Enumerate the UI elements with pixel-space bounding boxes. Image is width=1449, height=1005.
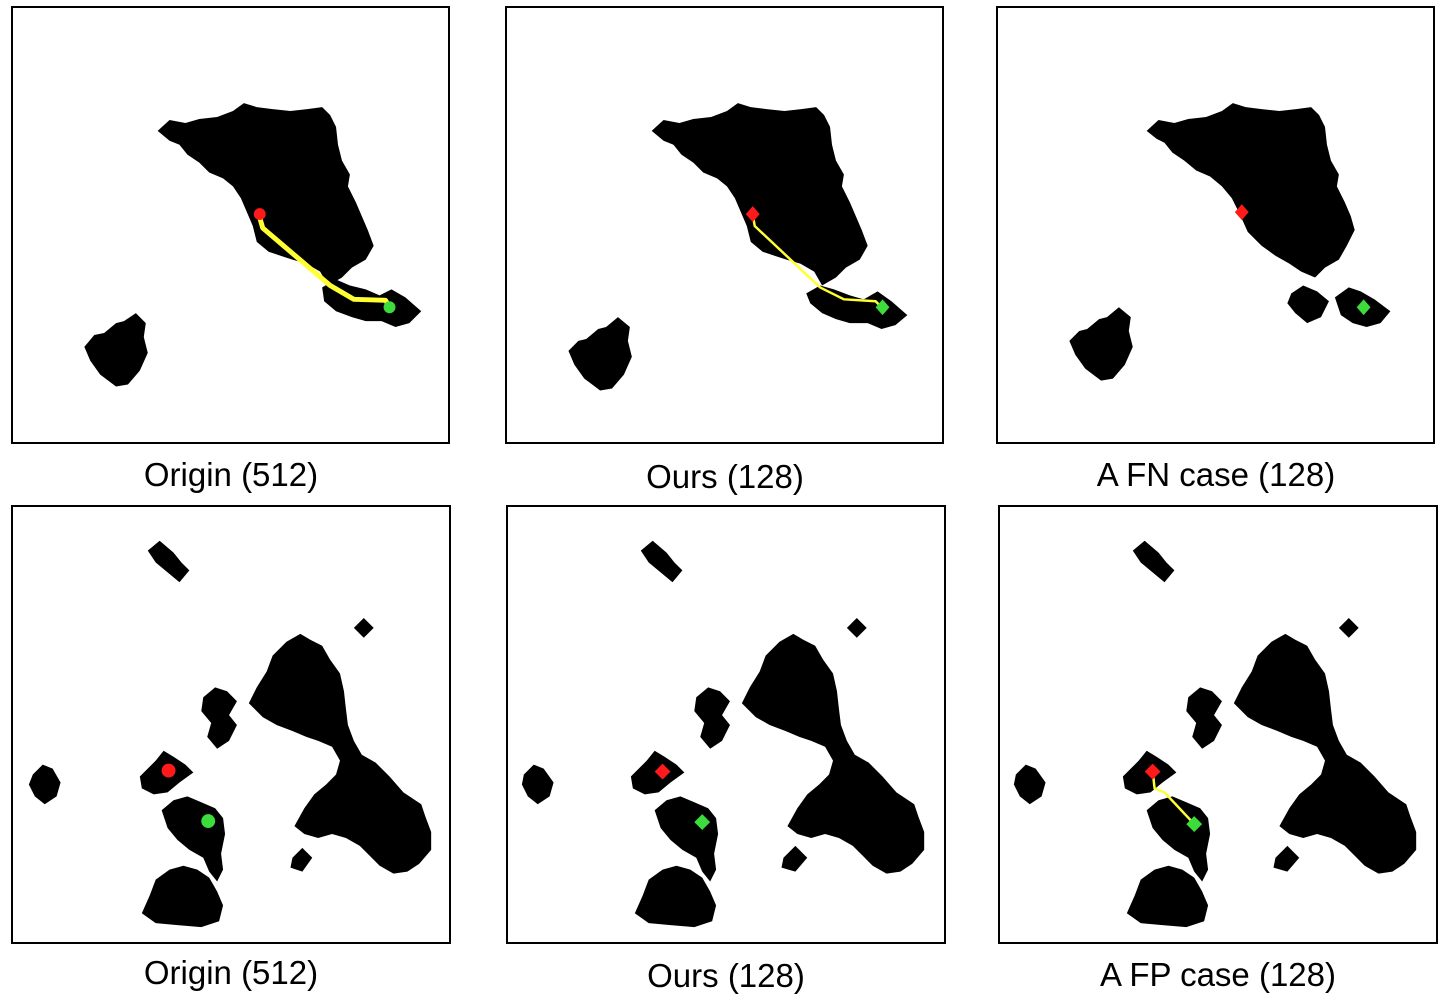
- goal-point: [1186, 816, 1203, 833]
- goal-point: [201, 814, 216, 829]
- obstacle-large-right: [248, 633, 432, 874]
- obstacle-left-edge: [521, 764, 554, 805]
- obstacle-top: [147, 540, 190, 583]
- obstacle-diamond-top-right: [353, 617, 374, 638]
- start-point: [253, 208, 266, 221]
- obstacle-cluster-left-upper: [694, 687, 730, 749]
- panel-fn-case-128: [996, 6, 1435, 444]
- obstacle-diamond-bottom: [781, 845, 808, 872]
- obstacle-small: [322, 279, 422, 328]
- obstacle-left-edge: [1013, 764, 1046, 805]
- caption-fp-case-128: A FP case (128): [1099, 956, 1336, 993]
- obstacle-left: [84, 313, 148, 387]
- map-view: [568, 103, 908, 391]
- panel-origin-512-top: [11, 6, 450, 444]
- panel-ours-128-top: [505, 6, 944, 444]
- obstacle-bottom: [141, 865, 224, 928]
- obstacle-cluster-left-upper: [1186, 687, 1222, 749]
- caption-origin-512-bottom: Origin (512): [143, 954, 319, 991]
- obstacle-cluster-left-upper: [201, 687, 237, 749]
- obstacle-left-edge: [28, 764, 61, 805]
- obstacle-diamond-bottom: [1273, 845, 1300, 872]
- panel-fp-case-128: [998, 505, 1438, 944]
- obstacle-top: [1132, 540, 1175, 583]
- panel-origin-512-bottom: [11, 505, 451, 944]
- planned-path: [256, 213, 392, 309]
- obstacle-left: [1069, 307, 1133, 381]
- map-view: [28, 540, 432, 928]
- obstacle-diamond-bottom: [290, 847, 313, 872]
- panel-ours-128-bottom: [506, 505, 946, 944]
- caption-fn-case-128: A FN case (128): [1096, 456, 1336, 493]
- obstacle-large: [157, 103, 374, 286]
- obstacle-left: [568, 317, 632, 391]
- obstacle-large-right: [741, 633, 925, 874]
- planned-path: [751, 213, 883, 309]
- map-view: [1013, 540, 1417, 928]
- map-view: [1069, 103, 1391, 381]
- obstacle-diamond-top-right: [1338, 617, 1359, 638]
- goal-point: [694, 814, 711, 831]
- caption-ours-128-bottom: Ours (128): [647, 957, 805, 994]
- obstacle-bottom: [1126, 865, 1209, 928]
- obstacle-large-right: [1233, 633, 1417, 874]
- obstacle-large: [1146, 103, 1355, 278]
- goal-point: [383, 301, 396, 314]
- obstacle-mid: [1287, 285, 1329, 324]
- caption-ours-128-top: Ours (128): [646, 458, 804, 495]
- start-point: [161, 763, 176, 778]
- map-view: [84, 103, 422, 387]
- caption-origin-512-top: Origin (512): [143, 456, 319, 493]
- obstacle-small: [806, 285, 908, 330]
- obstacle-bottom: [634, 865, 717, 928]
- obstacle-large: [651, 103, 868, 286]
- obstacle-diamond-top-right: [846, 617, 867, 638]
- obstacle-top: [640, 540, 683, 583]
- map-view: [521, 540, 925, 928]
- planned-path: [1151, 770, 1196, 825]
